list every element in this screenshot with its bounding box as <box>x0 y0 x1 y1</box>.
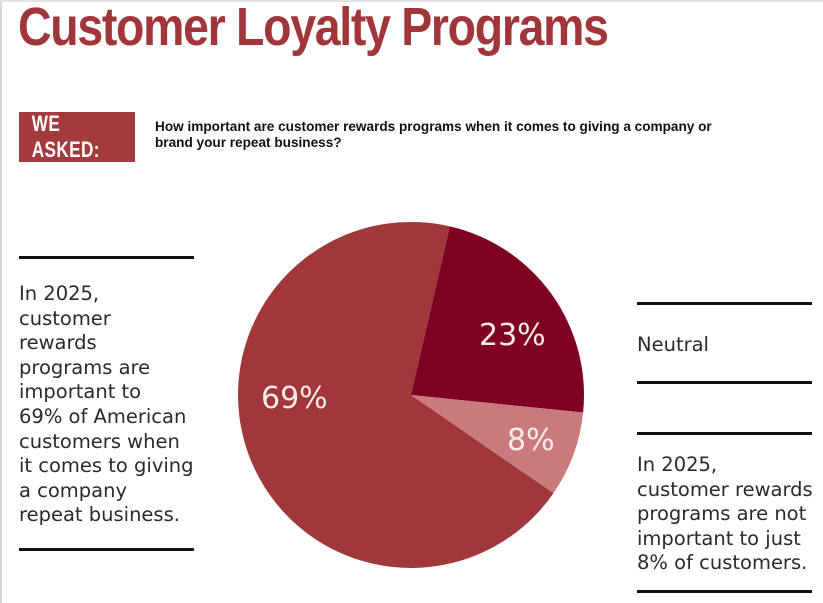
divider-right-1 <box>637 302 812 305</box>
question-line-1: How important are customer rewards progr… <box>155 119 712 134</box>
divider-right-3 <box>637 432 812 435</box>
callout-line: rewards <box>19 331 97 355</box>
divider-right-2 <box>637 381 812 384</box>
callout-line: it comes to giving <box>19 454 194 478</box>
callout-line: repeat business. <box>19 503 180 527</box>
survey-question: How important are customer rewards progr… <box>155 119 815 151</box>
not-important-callout: In 2025, customer rewards programs are n… <box>637 453 823 576</box>
we-asked-label: WE ASKED: <box>31 111 100 162</box>
callout-line: 69% of American <box>19 404 187 428</box>
divider-left-top <box>19 256 194 259</box>
divider-left-bottom <box>19 548 194 551</box>
pie-slice-important <box>238 221 554 568</box>
callout-line: customer <box>19 306 111 330</box>
pie-label-not-important: 8% <box>507 423 555 458</box>
callout-line: important to <box>19 380 142 404</box>
callout-line: programs are <box>19 355 151 379</box>
neutral-label: Neutral <box>637 333 709 356</box>
we-asked-badge: WE ASKED: <box>19 111 135 162</box>
pie-label-important: 69% <box>261 381 328 416</box>
callout-line: In 2025, <box>637 453 718 476</box>
callout-line: important to just <box>637 526 801 550</box>
callout-line: programs are not <box>637 502 807 526</box>
callout-line: 8% of customers. <box>637 551 808 575</box>
callout-line: customer rewards <box>637 477 813 501</box>
question-line-2: brand your repeat business? <box>155 135 342 150</box>
callout-line: a company <box>19 478 128 502</box>
divider-right-4 <box>637 590 812 593</box>
left-callout: In 2025, customer rewards programs are i… <box>19 282 209 528</box>
callout-line: In 2025, <box>19 282 100 305</box>
pie-slice-neutral <box>411 226 584 413</box>
pie-label-neutral: 23% <box>479 318 546 353</box>
pie-slice-not-important <box>411 395 584 494</box>
callout-line: customers when <box>19 429 180 453</box>
page-title: Customer Loyalty Programs <box>18 0 609 57</box>
